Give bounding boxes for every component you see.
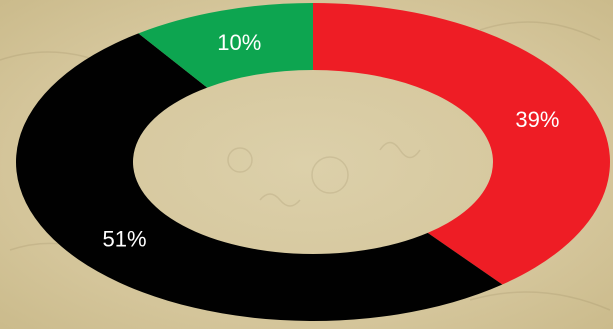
donut-labels: 39% 51% 10% bbox=[103, 30, 560, 251]
slice-label-0: 39% bbox=[515, 107, 559, 132]
donut-slice-1 bbox=[15, 33, 503, 322]
donut-slice-0 bbox=[313, 3, 610, 285]
donut-slice-2 bbox=[138, 3, 313, 88]
slice-label-2: 10% bbox=[217, 30, 261, 55]
donut-slices bbox=[15, 3, 610, 322]
slice-label-1: 51% bbox=[103, 226, 147, 251]
